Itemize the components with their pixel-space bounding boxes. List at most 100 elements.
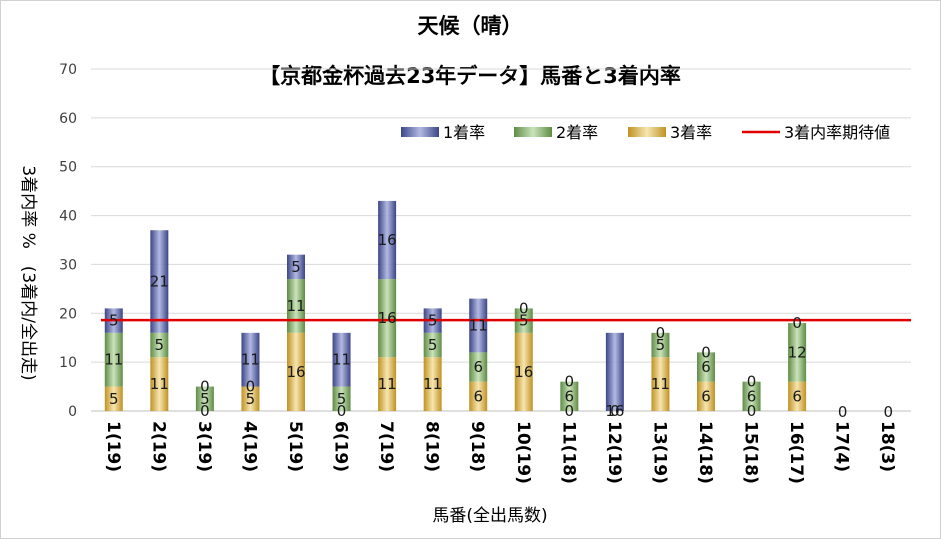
category-label: 15(18) <box>741 421 761 484</box>
bar-segment-2-13(19) <box>651 332 670 358</box>
bar-segment-3-5(19) <box>287 254 305 280</box>
category-label: 2(19) <box>148 421 168 472</box>
category-label: 3(19) <box>194 421 214 472</box>
chart-title: 天候（晴） <box>418 14 523 38</box>
bar-segment-2-3(19) <box>195 386 214 411</box>
data-label: 0 <box>200 378 210 396</box>
y-tick-label: 30 <box>59 257 77 273</box>
bar-segment-2-2(19) <box>150 332 169 358</box>
bar-segment-2-14(18) <box>697 352 715 382</box>
bar-segment-2-1(19) <box>104 332 123 387</box>
data-label: 0 <box>610 402 620 420</box>
data-label: 16 <box>514 363 533 381</box>
bars <box>104 200 807 411</box>
chart-subtitle: 【京都金杯過去23年データ】馬番と3着内率 <box>259 64 681 88</box>
y-tick-label: 40 <box>59 209 77 225</box>
data-label: 11 <box>423 375 442 393</box>
data-label: 11 <box>104 351 123 369</box>
bar-segment-2-6(19) <box>332 386 351 411</box>
data-label: 16 <box>286 363 305 381</box>
legend-swatch <box>401 127 439 137</box>
category-label: 13(19) <box>649 421 669 484</box>
category-label: 9(18) <box>467 421 487 472</box>
bar-segment-1-16(17) <box>788 381 807 411</box>
data-label: 11 <box>469 317 488 335</box>
bar-segment-3-6(19) <box>332 332 351 387</box>
legend-label: 2着率 <box>556 123 598 142</box>
bar-segment-3-7(19) <box>378 200 397 280</box>
data-label: 0 <box>838 403 848 421</box>
legend: 1着率 2着率 3着率 3着内率期待値 <box>401 123 890 142</box>
category-label: 1(19) <box>103 421 123 472</box>
bar-segment-1-9(18) <box>469 381 488 411</box>
category-label: 14(18) <box>695 421 715 484</box>
category-label: 10(19) <box>513 421 533 484</box>
bar-segment-1-1(19) <box>104 386 123 411</box>
data-label: 0 <box>747 373 757 391</box>
bar-segment-3-12(19) <box>605 332 624 411</box>
y-axis-ticks: 0 10 20 30 40 50 60 70 <box>59 62 77 420</box>
y-axis-title: 3着内率 % (3着内/全出走) <box>18 165 38 380</box>
data-label: 11 <box>150 375 169 393</box>
y-tick-label: 60 <box>59 111 77 127</box>
data-label: 5 <box>428 312 438 330</box>
category-label: 7(19) <box>376 421 396 472</box>
category-label: 18(3) <box>877 421 897 472</box>
data-label: 5 <box>109 390 119 408</box>
bar-segment-1-5(19) <box>287 332 305 411</box>
y-tick-label: 50 <box>59 160 77 176</box>
bar-segment-2-11(18) <box>560 381 579 411</box>
gridlines <box>91 68 911 412</box>
y-tick-label: 10 <box>59 355 77 371</box>
x-axis-title: 馬番(全出馬数) <box>432 506 547 526</box>
data-label: 0 <box>519 299 529 317</box>
category-label: 6(19) <box>331 421 351 472</box>
data-label: 11 <box>378 375 397 393</box>
legend-label: 3着内率期待値 <box>784 123 890 142</box>
legend-label: 1着率 <box>443 123 485 142</box>
bar-segment-1-4(19) <box>241 386 260 411</box>
data-label: 6 <box>701 387 711 405</box>
data-label: 0 <box>200 402 210 420</box>
data-label: 0 <box>747 402 757 420</box>
data-label: 0 <box>656 324 666 342</box>
bar-segment-3-9(18) <box>469 298 488 353</box>
bar-segment-1-7(19) <box>378 357 397 411</box>
data-label: 6 <box>473 358 483 376</box>
data-label: 6 <box>747 387 757 405</box>
data-labels: 5115115210505011161150511111616115566111… <box>104 231 893 421</box>
data-label: 5 <box>109 312 119 330</box>
data-label: 16 <box>378 231 397 249</box>
bar-segment-1-8(19) <box>423 357 442 411</box>
data-label: 0 <box>565 402 575 420</box>
data-label: 11 <box>241 351 260 369</box>
bar-segment-2-8(19) <box>423 332 442 358</box>
y-tick-label: 70 <box>59 62 77 78</box>
bar-segment-2-16(17) <box>788 323 807 382</box>
data-label: 11 <box>332 351 351 369</box>
legend-swatch <box>514 127 552 137</box>
category-label: 8(19) <box>422 421 442 472</box>
legend-swatch <box>628 127 666 137</box>
legend-label: 3着率 <box>670 123 712 142</box>
data-label: 12 <box>788 343 807 361</box>
x-axis-categories: 1(19) 2(19) 3(19) 4(19) 5(19) 6(19) 7(19) 8(19)… <box>103 421 897 484</box>
data-label: 16 <box>378 309 397 327</box>
data-label: 6 <box>701 358 711 376</box>
data-label: 0 <box>337 402 347 420</box>
data-label: 11 <box>286 297 305 315</box>
data-label: 5 <box>656 336 666 354</box>
data-label: 5 <box>200 390 210 408</box>
data-label: 0 <box>701 343 711 361</box>
data-label: 6 <box>473 387 483 405</box>
data-label: 5 <box>519 312 529 330</box>
data-label: 0 <box>792 314 802 332</box>
bar-segment-3-4(19) <box>241 332 260 387</box>
category-label: 16(17) <box>786 421 806 484</box>
data-label: 11 <box>651 375 670 393</box>
category-label: 4(19) <box>239 421 259 472</box>
data-label: 6 <box>565 387 575 405</box>
data-label: 5 <box>155 336 165 354</box>
bar-segment-1-2(19) <box>150 357 169 411</box>
